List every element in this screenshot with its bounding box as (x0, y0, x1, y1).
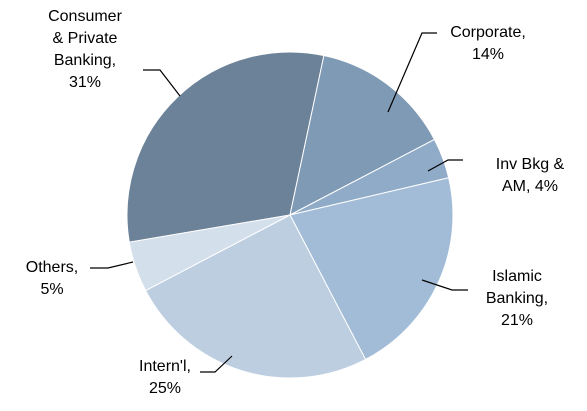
data-label-line: Banking, (486, 290, 548, 307)
leader-line (427, 159, 463, 172)
data-label: Others, 5% (26, 259, 78, 298)
leader-line (387, 32, 437, 113)
data-label-line: 5% (40, 281, 63, 298)
data-label-line: AM, 4% (502, 178, 558, 195)
pie-slice (289, 54, 436, 216)
data-label-line: Inv Bkg & (496, 156, 565, 173)
pie-slice (128, 214, 291, 292)
data-label-line: Corporate, (450, 24, 526, 41)
data-label-line: 25% (149, 380, 181, 397)
data-label: Islamic Banking, 21% (486, 268, 548, 329)
leader-line (90, 261, 134, 269)
data-label: Consumer & Private Banking, 31% (48, 8, 122, 91)
data-label-line: & Private (53, 30, 118, 47)
data-label-line: Intern'l, (139, 358, 191, 375)
pie-slice (144, 214, 367, 379)
data-label-line: 31% (69, 74, 101, 91)
leader-line (200, 355, 233, 373)
data-label: Corporate, 14% (450, 24, 526, 63)
pie-slice (289, 177, 454, 361)
data-label-line: 14% (472, 46, 504, 63)
leader-line (421, 279, 468, 291)
data-label-line: Banking, (54, 52, 116, 69)
data-label-line: 21% (501, 312, 533, 329)
pie-slice (126, 51, 325, 243)
data-label: Inv Bkg & AM, 4% (496, 156, 565, 195)
data-label-line: Others, (26, 259, 78, 276)
leader-line (143, 69, 181, 97)
data-label: Intern'l, 25% (139, 358, 191, 397)
data-label-line: Islamic (492, 268, 542, 285)
data-label-line: Consumer (48, 8, 122, 25)
